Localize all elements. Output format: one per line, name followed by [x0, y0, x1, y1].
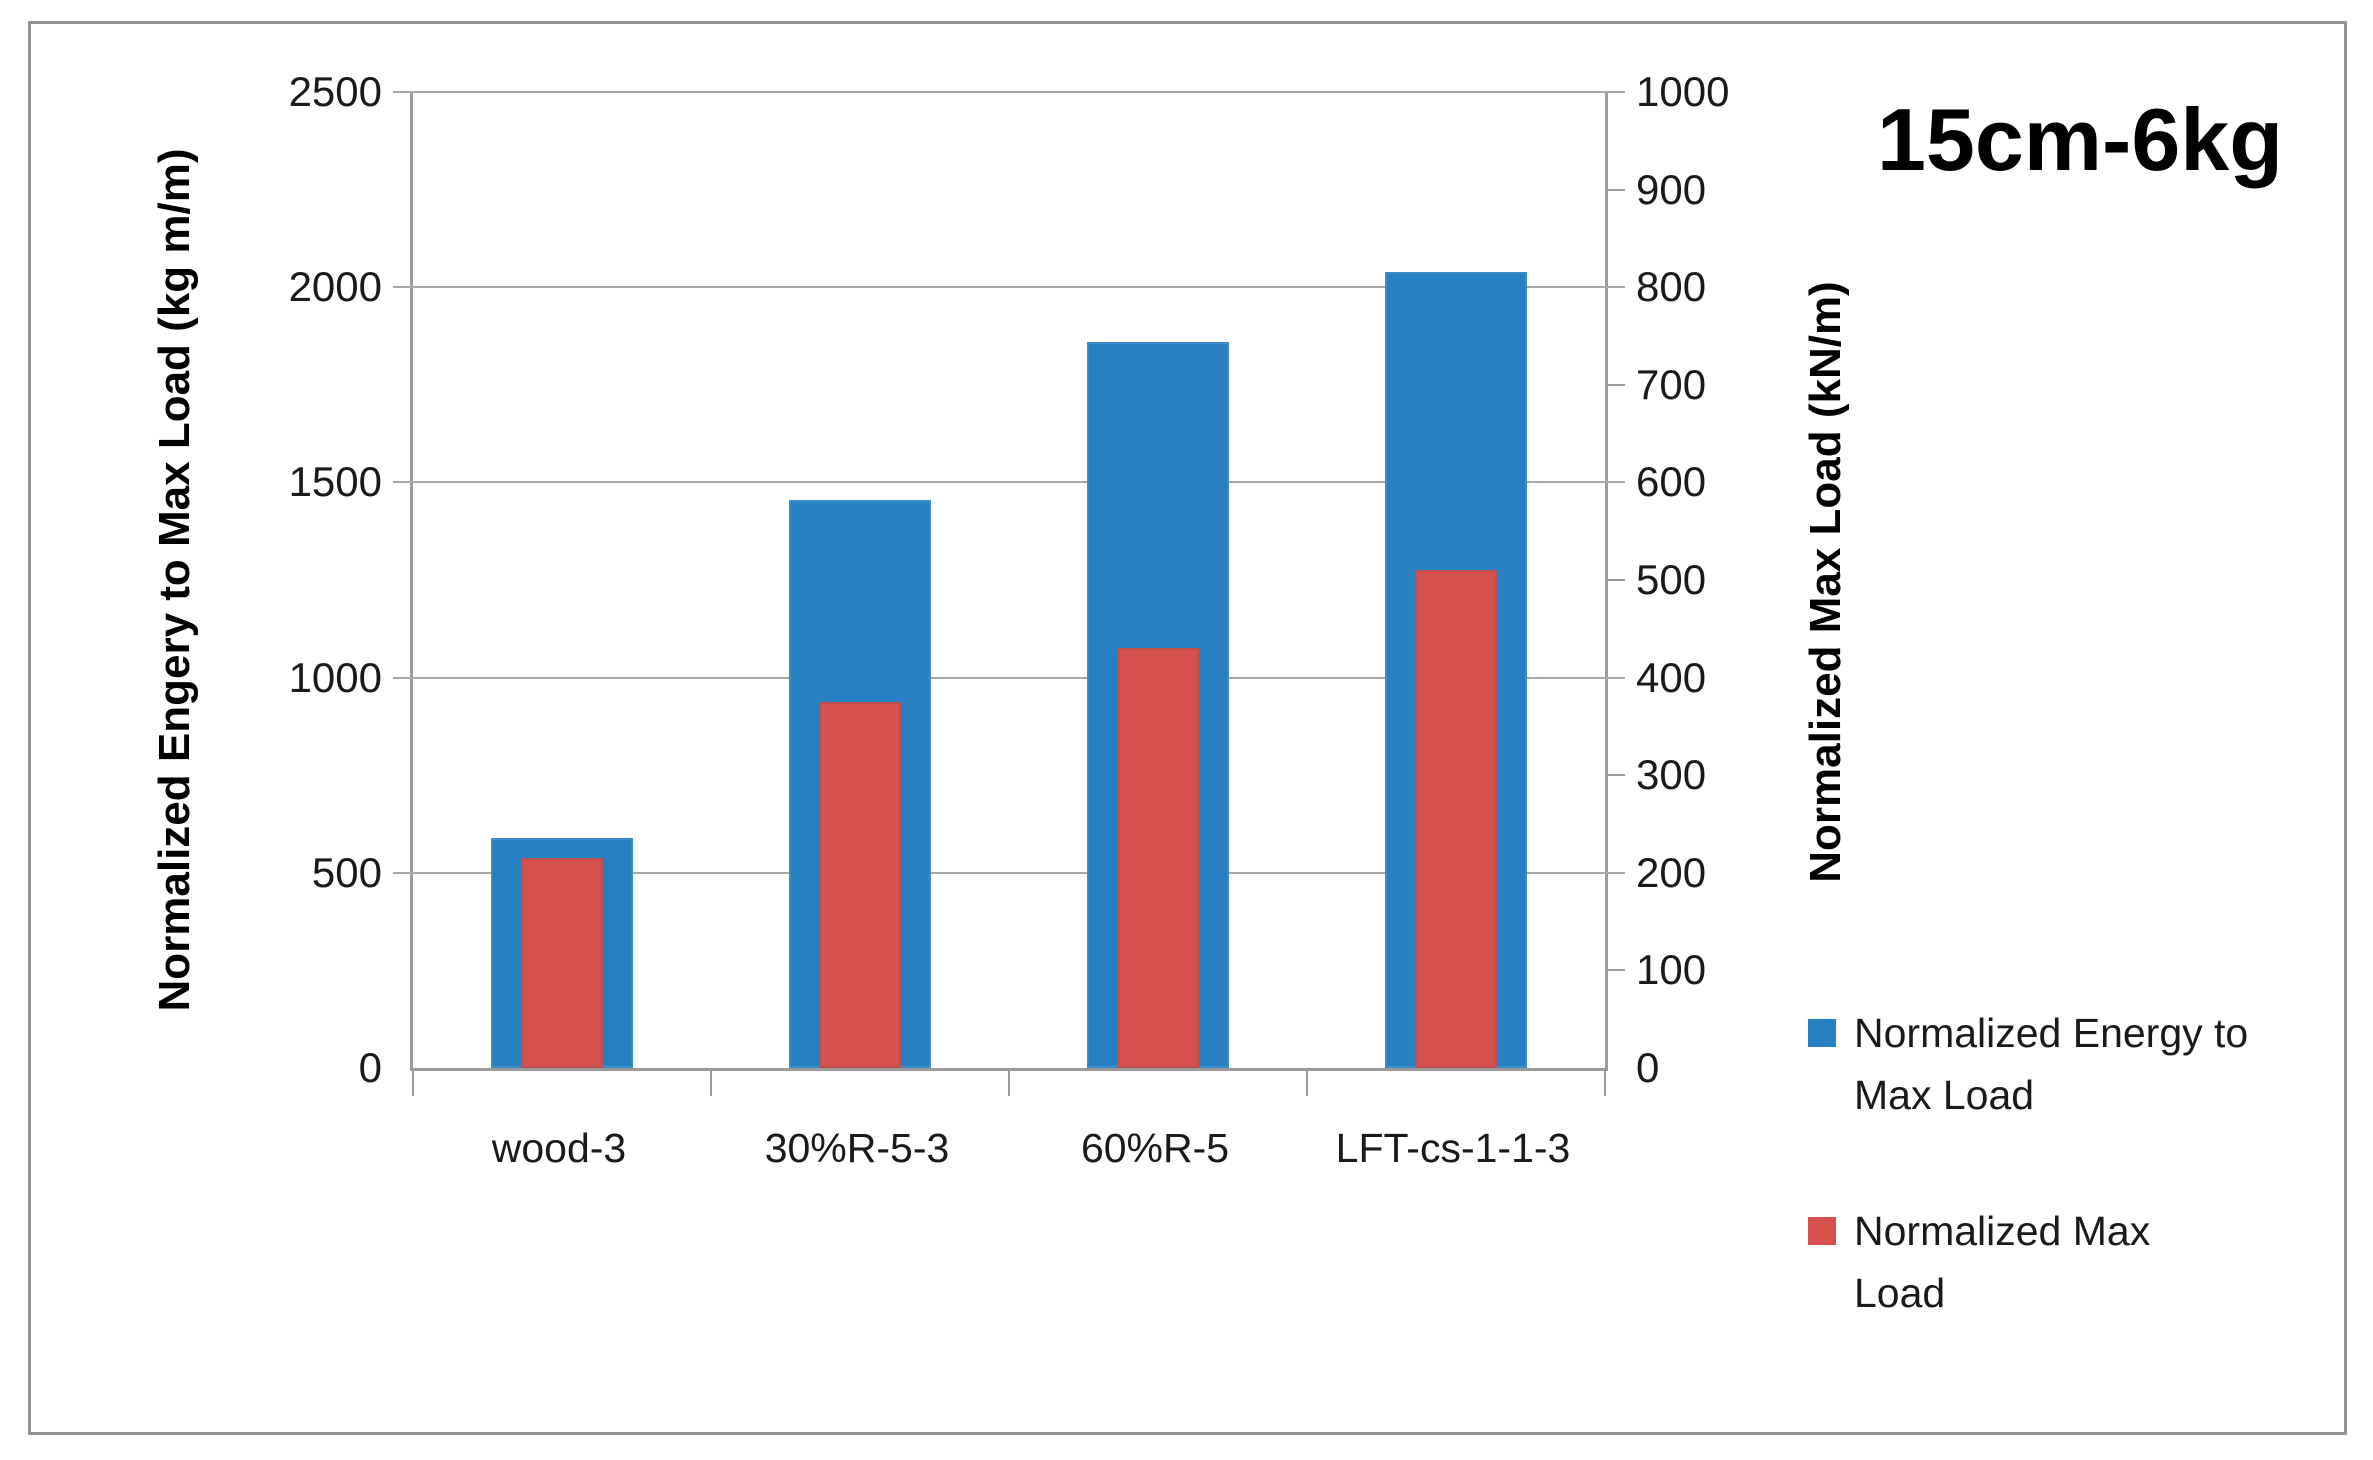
- legend-swatch-blue-icon: [1808, 1019, 1836, 1047]
- gridline: [393, 481, 1625, 484]
- gridline: [393, 286, 1625, 289]
- y-right-tick-label: 200: [1636, 848, 1707, 896]
- right-axis-tick: [1605, 383, 1625, 386]
- left-axis-title: Normalized Engery to Max Load (kg m/m): [150, 148, 199, 1012]
- y-right-tick-label: 500: [1636, 556, 1707, 603]
- right-axis-tick: [1605, 969, 1625, 972]
- y-left-tick-label: 0: [358, 1044, 382, 1091]
- bar-maxload: [1117, 648, 1199, 1068]
- right-axis-tick: [1605, 579, 1625, 581]
- x-axis-tick: [412, 1071, 414, 1096]
- right-axis-tick: [1605, 188, 1625, 191]
- legend-label-energy: Normalized Energy to Max Load: [1854, 1010, 2249, 1118]
- right-axis-tick: [1605, 774, 1625, 777]
- y-right-tick-label: 0: [1636, 1044, 1660, 1091]
- figure-border: [28, 21, 2347, 1435]
- legend-item-energy: Normalized Energy to Max Load: [1808, 1002, 2334, 1126]
- y-left-tick-label: 1500: [288, 458, 382, 506]
- gridline: [393, 871, 1625, 874]
- gridline: [393, 676, 1625, 679]
- x-axis-tick: [1008, 1071, 1010, 1096]
- y-right-tick-label: 100: [1636, 946, 1707, 994]
- legend-item-maxload: Normalized Max Load: [1808, 1200, 2194, 1324]
- y-left-tick-label: 2500: [288, 68, 382, 115]
- x-axis-tick: [710, 1071, 712, 1096]
- y-right-tick-label: 900: [1636, 165, 1707, 213]
- y-right-tick-label: 1000: [1636, 68, 1730, 115]
- x-axis-tick: [1604, 1071, 1606, 1096]
- legend-swatch-red-icon: [1808, 1217, 1836, 1245]
- x-axis-category-label: 30%R-5-3: [764, 1125, 950, 1171]
- chart-title: 15cm-6kg: [1876, 90, 2283, 189]
- y-right-tick-label: 800: [1636, 263, 1707, 311]
- bar-maxload: [521, 858, 603, 1068]
- y-left-tick-label: 1000: [288, 653, 382, 701]
- bar-maxload: [1415, 570, 1497, 1068]
- x-axis-category-label: wood-3: [491, 1125, 627, 1171]
- plot-area: [393, 91, 1625, 1096]
- y-left-tick-label: 2000: [288, 263, 382, 311]
- y-right-tick-label: 600: [1636, 458, 1707, 506]
- y-right-tick-label: 300: [1636, 751, 1707, 799]
- y-left-tick-label: 500: [311, 848, 382, 896]
- gridline: [393, 91, 1625, 93]
- y-right-tick-label: 700: [1636, 360, 1707, 408]
- bar-maxload: [819, 702, 901, 1068]
- legend-label-maxload: Normalized Max Load: [1854, 1208, 2151, 1316]
- x-axis-category-label: LFT-cs-1-1-3: [1335, 1125, 1571, 1171]
- x-axis-tick: [1306, 1071, 1308, 1096]
- y-right-tick-label: 400: [1636, 653, 1707, 701]
- x-axis-category-label: 60%R-5: [1080, 1125, 1230, 1171]
